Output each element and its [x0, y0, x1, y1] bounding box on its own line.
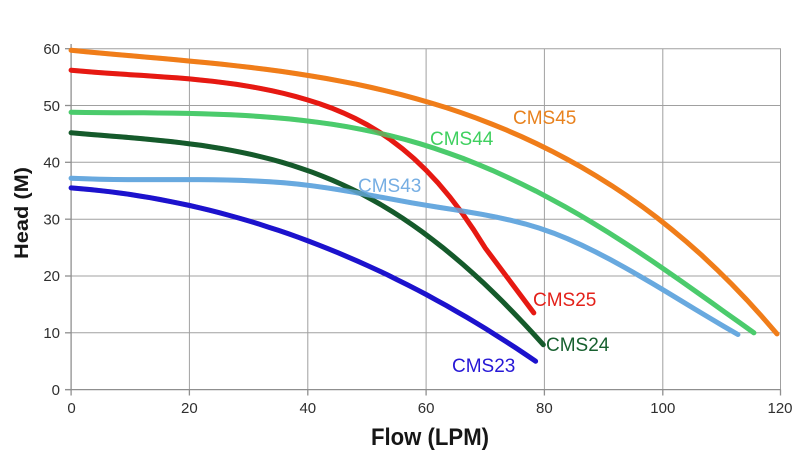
- svg-text:60: 60: [43, 41, 60, 58]
- svg-text:Flow (LPM): Flow (LPM): [371, 424, 489, 451]
- svg-text:CMS45: CMS45: [513, 108, 576, 129]
- svg-text:60: 60: [418, 400, 435, 417]
- svg-text:CMS25: CMS25: [533, 290, 596, 311]
- svg-text:CMS24: CMS24: [546, 335, 610, 356]
- svg-text:CMS23: CMS23: [452, 356, 515, 377]
- svg-text:Head (M): Head (M): [12, 167, 33, 259]
- svg-text:20: 20: [43, 268, 60, 285]
- svg-text:0: 0: [52, 382, 60, 399]
- svg-text:20: 20: [181, 400, 198, 417]
- svg-text:10: 10: [43, 325, 60, 342]
- svg-text:40: 40: [299, 400, 316, 417]
- svg-text:100: 100: [650, 400, 675, 417]
- svg-text:50: 50: [43, 98, 60, 115]
- svg-text:120: 120: [767, 400, 792, 417]
- svg-text:CMS44: CMS44: [430, 129, 494, 150]
- svg-text:30: 30: [43, 212, 60, 229]
- svg-text:CMS43: CMS43: [358, 176, 421, 197]
- svg-text:80: 80: [536, 400, 553, 417]
- svg-text:0: 0: [67, 400, 75, 417]
- svg-text:40: 40: [43, 155, 60, 172]
